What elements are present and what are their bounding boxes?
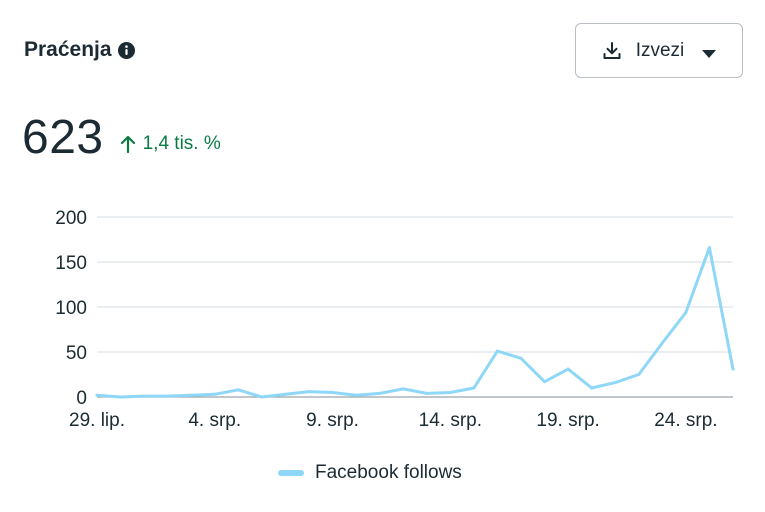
data-point bbox=[307, 390, 311, 394]
legend-swatch bbox=[278, 470, 304, 476]
data-point bbox=[543, 380, 547, 384]
legend-series-name: Facebook follows bbox=[315, 462, 462, 483]
data-point bbox=[166, 394, 170, 398]
metric-summary: 623 1,4 tis. % bbox=[22, 110, 221, 165]
line-chart: 0 50 100 150 200 29. lip. 4. srp. 9. srp. 14. sr… bbox=[55, 208, 735, 431]
chart-legend: Facebook follows bbox=[278, 462, 462, 484]
data-point bbox=[283, 392, 287, 396]
data-point bbox=[684, 310, 688, 314]
data-point bbox=[590, 386, 594, 390]
data-point bbox=[495, 349, 499, 353]
data-point bbox=[707, 246, 711, 250]
card-title: Praćenja bbox=[24, 38, 112, 61]
data-point bbox=[95, 393, 99, 397]
data-point bbox=[331, 391, 335, 394]
data-point bbox=[660, 341, 664, 345]
caret-down-icon bbox=[702, 46, 717, 58]
x-tick-label: 9. srp. bbox=[306, 410, 359, 431]
x-tick-label: 19. srp. bbox=[536, 410, 599, 431]
metric-value: 623 bbox=[22, 111, 104, 164]
data-point bbox=[119, 395, 123, 399]
data-point bbox=[354, 393, 358, 397]
data-point bbox=[189, 393, 193, 397]
export-label: Izvezi bbox=[635, 39, 685, 61]
card-header: Praćenja bbox=[24, 38, 135, 62]
series-line-facebook-follows bbox=[95, 246, 735, 399]
data-point bbox=[425, 391, 429, 395]
data-point bbox=[142, 394, 146, 398]
export-button[interactable]: Izvezi bbox=[575, 23, 743, 78]
data-point bbox=[213, 392, 217, 396]
metric-delta: 1,4 tis. % bbox=[120, 133, 221, 155]
y-tick-label: 200 bbox=[55, 208, 87, 229]
data-point bbox=[401, 387, 405, 391]
x-tick-label: 29. lip. bbox=[69, 410, 125, 431]
data-point bbox=[566, 367, 570, 371]
y-tick-label: 100 bbox=[55, 298, 87, 319]
data-point bbox=[637, 373, 641, 376]
data-point bbox=[731, 367, 735, 371]
info-icon[interactable] bbox=[117, 41, 135, 59]
data-point bbox=[378, 391, 382, 395]
y-tick-label: 0 bbox=[76, 388, 87, 409]
y-tick-label: 50 bbox=[66, 343, 87, 364]
arrow-up-icon bbox=[120, 135, 136, 154]
data-point bbox=[236, 388, 240, 392]
metric-delta-text: 1,4 tis. % bbox=[142, 133, 221, 154]
data-point bbox=[448, 391, 452, 394]
x-tick-label: 14. srp. bbox=[419, 410, 482, 431]
data-point bbox=[519, 356, 523, 360]
y-tick-label: 150 bbox=[55, 253, 87, 274]
download-icon bbox=[602, 41, 622, 61]
data-point bbox=[260, 395, 264, 399]
x-tick-label: 4. srp. bbox=[188, 410, 241, 431]
data-point bbox=[472, 386, 476, 390]
data-point bbox=[613, 381, 617, 385]
x-tick-label: 24. srp. bbox=[654, 410, 717, 431]
